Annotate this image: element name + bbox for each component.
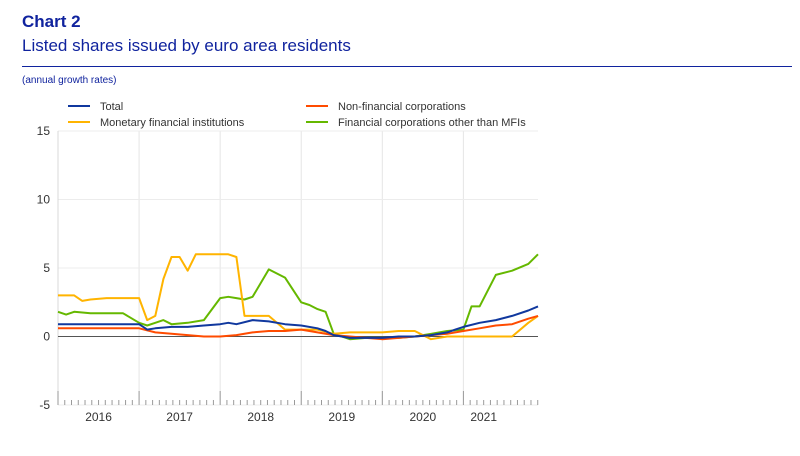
- x-year-label: 2021: [470, 410, 497, 424]
- x-year-label: 2016: [85, 410, 112, 424]
- legend-label: Monetary financial institutions: [100, 117, 245, 129]
- y-tick-label: 15: [37, 124, 51, 138]
- chart-subtitle: (annual growth rates): [22, 75, 117, 86]
- series-line-3: [57, 253, 539, 341]
- y-tick-label: -5: [39, 398, 50, 412]
- title-rule: [22, 66, 792, 67]
- axes: -5 0 5 10 15 2016 2017 2018 2019 2020 2021: [37, 124, 539, 424]
- y-tick-label: 10: [37, 193, 51, 207]
- chart-title: Listed shares issued by euro area reside…: [22, 36, 351, 55]
- legend-label: Financial corporations other than MFIs: [338, 117, 526, 129]
- series-lines: [57, 253, 539, 341]
- y-tick-label: 0: [43, 330, 50, 344]
- legend-label: Total: [100, 101, 123, 113]
- y-tick-label: 5: [43, 261, 50, 275]
- chart-number: Chart 2: [22, 12, 81, 31]
- x-year-label: 2018: [247, 410, 274, 424]
- x-year-label: 2017: [166, 410, 193, 424]
- x-year-label: 2019: [328, 410, 355, 424]
- series-line-1: [58, 314, 539, 341]
- x-year-label: 2020: [410, 410, 437, 424]
- legend: Total Non-financial corporations Monetary …: [68, 101, 526, 129]
- gridlines: [58, 130, 538, 406]
- series-line-2: [58, 253, 539, 341]
- legend-label: Non-financial corporations: [338, 101, 466, 113]
- series-line-0: [58, 305, 539, 339]
